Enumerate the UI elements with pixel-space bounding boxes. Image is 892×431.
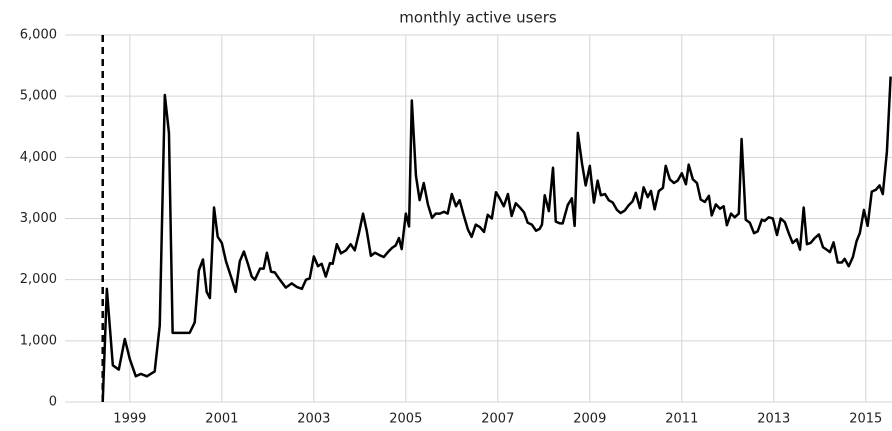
y-tick-label: 6,000 — [20, 28, 57, 43]
x-tick-label: 2001 — [205, 412, 238, 427]
y-tick-label: 0 — [49, 395, 57, 410]
y-tick-label: 1,000 — [20, 333, 57, 348]
x-tick-label: 2009 — [573, 412, 606, 427]
y-tick-label: 5,000 — [20, 89, 57, 104]
x-tick-label: 2003 — [297, 412, 330, 427]
x-tick-label: 2015 — [849, 412, 882, 427]
x-tick-label: 1999 — [113, 412, 146, 427]
y-tick-label: 2,000 — [20, 272, 57, 287]
y-tick-label: 4,000 — [20, 150, 57, 165]
chart-title: monthly active users — [399, 9, 557, 27]
x-tick-label: 2013 — [757, 412, 790, 427]
x-tick-label: 2005 — [389, 412, 422, 427]
data-line — [101, 76, 892, 403]
x-tick-label: 2011 — [665, 412, 698, 427]
y-tick-label: 3,000 — [20, 211, 57, 226]
x-tick-label: 2007 — [481, 412, 514, 427]
